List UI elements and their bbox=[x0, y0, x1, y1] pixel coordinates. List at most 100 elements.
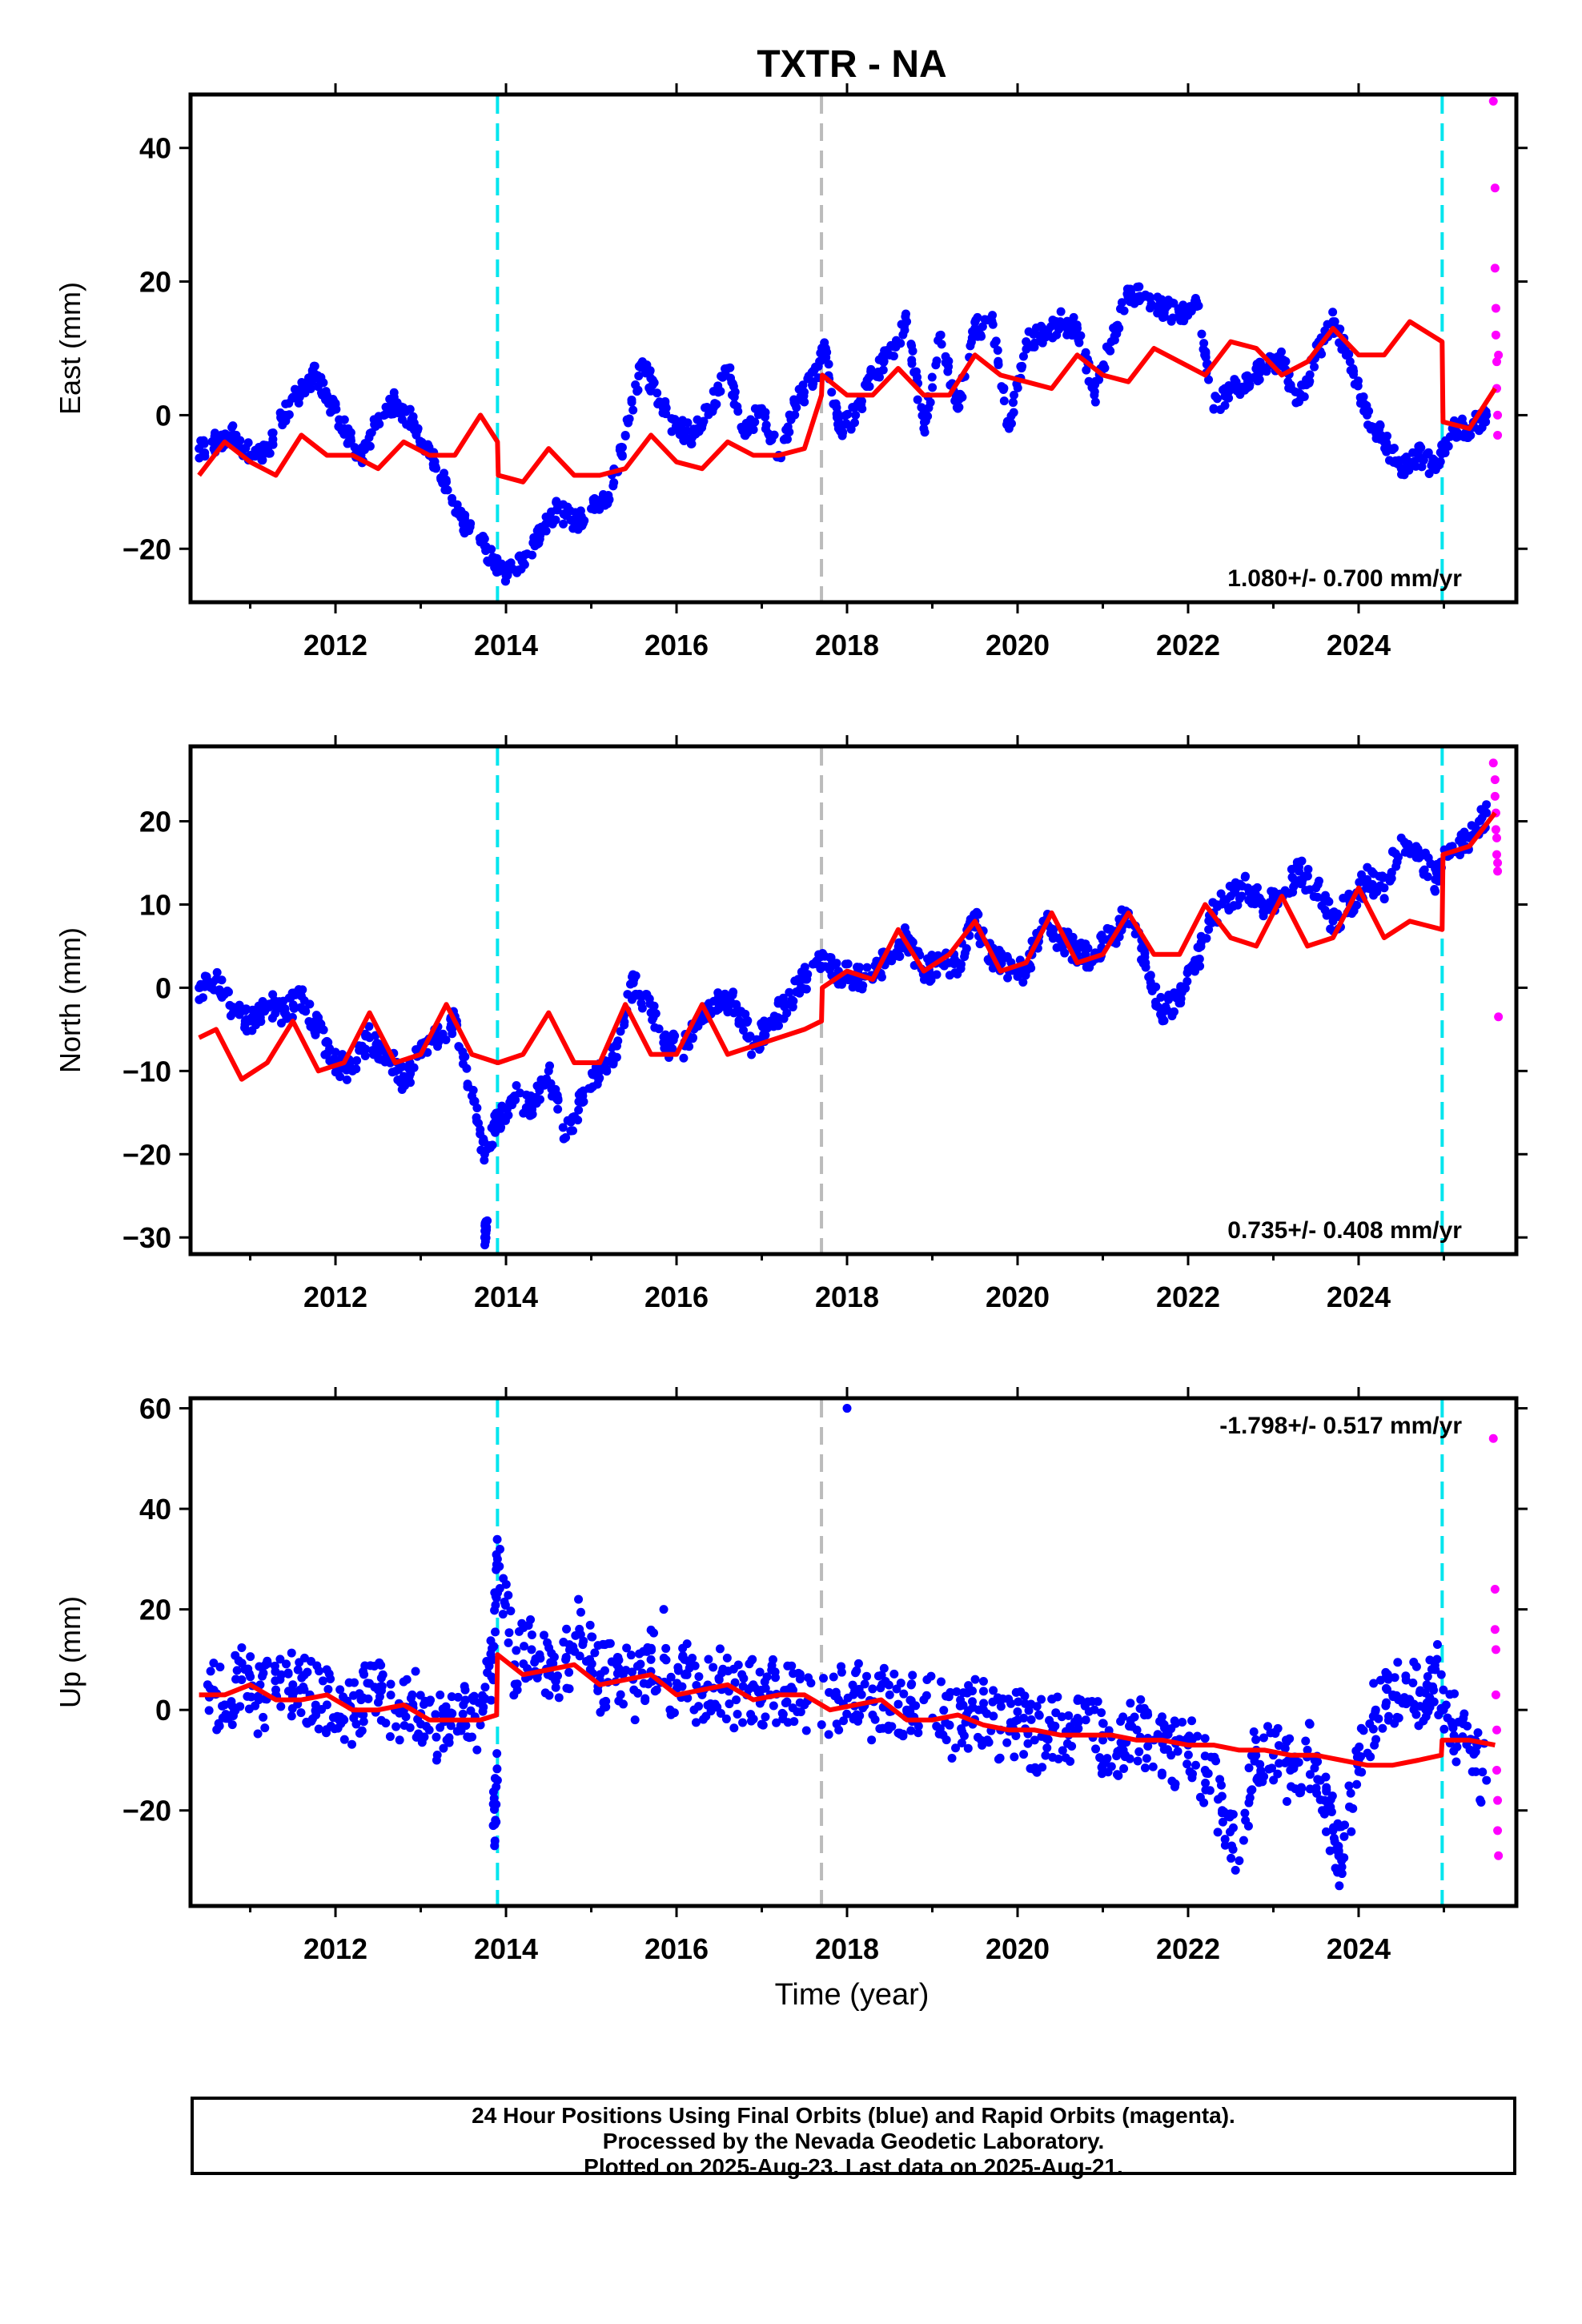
final-orbit-point bbox=[562, 1624, 572, 1634]
final-orbit-point bbox=[1139, 1711, 1149, 1720]
final-orbit-point bbox=[896, 1679, 905, 1688]
final-orbit-point bbox=[1367, 885, 1376, 895]
final-orbit-point bbox=[243, 1691, 252, 1701]
final-orbit-point bbox=[1452, 1742, 1462, 1751]
final-orbit-point bbox=[661, 1643, 671, 1653]
final-orbit-point bbox=[1218, 1817, 1227, 1827]
final-orbit-point bbox=[851, 401, 861, 411]
final-orbit-point bbox=[492, 1782, 501, 1791]
final-orbit-point bbox=[320, 1050, 330, 1059]
final-orbit-point bbox=[725, 1699, 734, 1709]
final-orbit-point bbox=[1282, 1737, 1291, 1747]
final-orbit-point bbox=[820, 951, 829, 961]
final-orbit-point bbox=[1339, 1831, 1349, 1841]
final-orbit-point bbox=[937, 1677, 946, 1687]
final-orbit-point bbox=[558, 500, 568, 509]
final-orbit-point bbox=[1287, 872, 1297, 882]
final-orbit-point bbox=[572, 518, 582, 528]
final-orbit-point bbox=[1191, 1760, 1201, 1770]
final-orbit-point bbox=[772, 1718, 781, 1727]
final-orbit-point bbox=[1468, 1767, 1477, 1776]
final-orbit-point bbox=[956, 964, 966, 974]
final-orbit-point bbox=[956, 1695, 966, 1705]
footer-line-2: Processed by the Nevada Geodetic Laborat… bbox=[602, 2129, 1105, 2153]
final-orbit-point bbox=[1214, 1795, 1223, 1804]
final-orbit-point bbox=[1435, 456, 1445, 466]
final-orbit-point bbox=[850, 418, 860, 428]
final-orbit-point bbox=[1363, 420, 1373, 430]
panel-frame bbox=[188, 1396, 1519, 1908]
final-orbit-point bbox=[1240, 871, 1250, 881]
final-orbit-point bbox=[683, 1693, 693, 1703]
final-orbit-point bbox=[1287, 1782, 1296, 1791]
final-orbit-point bbox=[633, 1688, 643, 1698]
final-orbit-point bbox=[1195, 961, 1205, 971]
final-orbit-point bbox=[841, 959, 850, 969]
final-orbit-point bbox=[1252, 883, 1262, 892]
final-orbit-point bbox=[531, 1654, 540, 1663]
final-orbit-point bbox=[408, 1690, 417, 1699]
footer-line-1: 24 Hour Positions Using Final Orbits (bl… bbox=[472, 2103, 1235, 2128]
final-orbit-point bbox=[367, 428, 376, 437]
final-orbit-point bbox=[1482, 800, 1492, 810]
final-orbit-point bbox=[443, 485, 452, 495]
final-orbit-point bbox=[401, 1712, 411, 1722]
final-orbit-point bbox=[358, 1693, 367, 1703]
final-orbit-point bbox=[574, 1594, 584, 1604]
final-orbit-point bbox=[1345, 357, 1355, 367]
final-orbit-point bbox=[913, 1721, 923, 1731]
x-tick-label: 2012 bbox=[303, 1281, 367, 1313]
final-orbit-point bbox=[738, 1718, 748, 1727]
final-orbit-point bbox=[887, 1722, 897, 1731]
y-tick-label: 20 bbox=[139, 806, 171, 838]
final-orbit-point bbox=[1237, 891, 1247, 901]
final-orbit-point bbox=[1313, 1775, 1323, 1784]
final-orbit-point bbox=[920, 428, 930, 437]
final-orbit-point bbox=[587, 1068, 596, 1078]
final-orbit-point bbox=[581, 1657, 591, 1667]
final-orbit-point bbox=[600, 1666, 609, 1675]
final-orbit-point bbox=[1023, 340, 1033, 350]
final-orbit-point bbox=[1039, 327, 1049, 336]
y-tick-label: 40 bbox=[139, 1493, 171, 1526]
final-orbit-point bbox=[1448, 1723, 1458, 1733]
final-orbit-point bbox=[600, 1063, 609, 1072]
final-orbit-point bbox=[729, 400, 739, 409]
final-orbit-point bbox=[1019, 1750, 1029, 1759]
final-orbit-point bbox=[801, 1726, 811, 1735]
final-orbit-point bbox=[877, 972, 886, 982]
final-orbit-point bbox=[1401, 1671, 1411, 1681]
final-orbit-point bbox=[733, 407, 743, 416]
final-orbit-point bbox=[448, 1029, 457, 1039]
final-orbit-point bbox=[1220, 400, 1230, 410]
final-orbit-point bbox=[314, 1724, 323, 1734]
final-orbit-point bbox=[1157, 1712, 1166, 1722]
final-orbit-point bbox=[1235, 1856, 1244, 1866]
final-orbit-point bbox=[634, 371, 644, 380]
final-orbit-point bbox=[1304, 1719, 1314, 1728]
final-orbit-point bbox=[1146, 971, 1155, 981]
final-orbit-point bbox=[632, 991, 642, 1000]
final-orbit-point bbox=[1006, 419, 1016, 428]
final-orbit-point bbox=[767, 1661, 777, 1671]
final-orbit-point bbox=[809, 379, 818, 388]
final-orbit-point bbox=[351, 1064, 361, 1074]
final-orbit-point bbox=[1355, 392, 1365, 402]
final-orbit-point bbox=[958, 392, 967, 402]
final-orbit-point bbox=[1030, 1735, 1039, 1745]
x-tick-label: 2018 bbox=[815, 629, 879, 661]
final-orbit-point bbox=[1335, 1881, 1344, 1891]
x-tick-label: 2022 bbox=[1156, 1281, 1220, 1313]
final-orbit-point bbox=[331, 1068, 340, 1077]
final-orbit-point bbox=[842, 1404, 852, 1413]
final-orbit-point bbox=[1317, 901, 1327, 911]
final-orbit-point bbox=[1381, 1667, 1391, 1677]
final-orbit-point bbox=[840, 420, 849, 429]
final-orbit-point bbox=[1391, 849, 1400, 858]
final-orbit-point bbox=[579, 1097, 588, 1107]
final-orbit-point bbox=[299, 1683, 308, 1692]
rapid-orbit-point bbox=[1491, 1690, 1500, 1699]
final-orbit-point bbox=[782, 434, 792, 444]
final-orbit-point bbox=[1467, 821, 1476, 830]
final-orbit-point bbox=[803, 970, 813, 979]
